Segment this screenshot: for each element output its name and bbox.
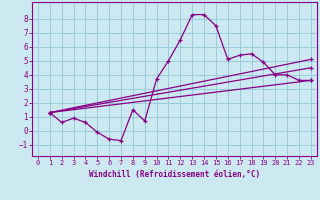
X-axis label: Windchill (Refroidissement éolien,°C): Windchill (Refroidissement éolien,°C) (89, 170, 260, 179)
